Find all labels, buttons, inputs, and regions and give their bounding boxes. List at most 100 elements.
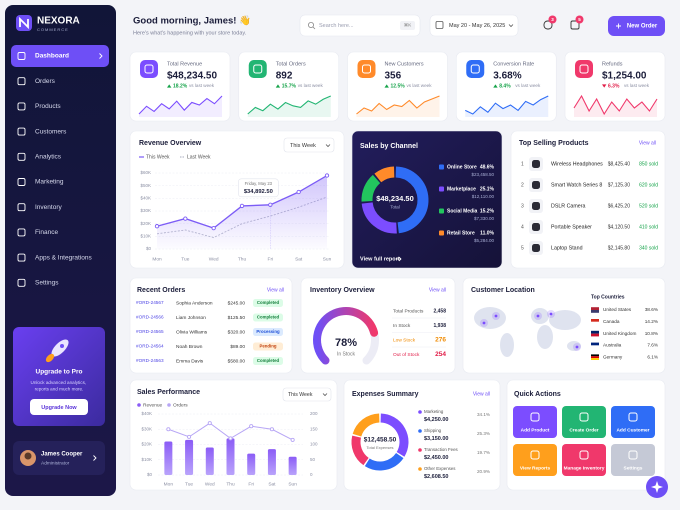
upgrade-button-label[interactable]: Upgrade Now <box>41 405 77 411</box>
performance-card <box>129 379 338 491</box>
order-id[interactable]: #ORD-24564 <box>136 344 164 349</box>
action-label[interactable]: Settings <box>624 465 643 471</box>
action-label[interactable]: Add Customer <box>616 427 649 433</box>
nav-item[interactable]: Orders <box>35 78 56 85</box>
notifications-count: 3 <box>551 17 554 22</box>
nav-item[interactable]: Finance <box>35 229 59 236</box>
flag-stripe <box>591 307 599 310</box>
upgrade-button[interactable] <box>30 399 88 415</box>
tooltip <box>238 178 279 198</box>
period-select[interactable] <box>282 387 332 402</box>
bar <box>247 453 256 475</box>
search-placeholder[interactable]: Search here... <box>319 23 354 29</box>
continent <box>474 307 506 329</box>
nav-active <box>11 45 109 67</box>
action-label[interactable]: View Reports <box>520 465 551 471</box>
sparkle <box>651 481 663 493</box>
shortcut-box <box>400 21 415 30</box>
order-id[interactable]: #ORD-24565 <box>136 329 164 334</box>
x-tick-label: Mon <box>152 256 162 262</box>
continent <box>537 325 553 349</box>
action-tile[interactable] <box>513 444 557 476</box>
action-tile[interactable] <box>513 406 557 438</box>
value-label: 25.1% <box>480 186 495 192</box>
nav-item[interactable]: Apps & Integrations <box>35 254 92 261</box>
y2-tick-label: 200 <box>310 411 318 416</box>
donut-total-label: Total Expenses <box>366 445 393 450</box>
action-tile[interactable] <box>562 444 606 476</box>
order-id[interactable]: #ORD-24567 <box>136 300 164 305</box>
link[interactable]: View all <box>429 287 446 293</box>
nav-item[interactable]: Products <box>35 103 61 110</box>
value-label: 15.2% <box>480 208 495 214</box>
x-tick-label: Tue <box>181 256 189 262</box>
legend-label: Marketing <box>424 409 444 414</box>
messages-icon[interactable] <box>570 20 580 30</box>
nav-item[interactable]: Analytics <box>35 154 62 161</box>
period-select[interactable] <box>283 137 335 153</box>
order-amount: $580.00 <box>228 358 246 364</box>
y-tick-label: $10K <box>141 457 152 462</box>
order-amount: $89.00 <box>230 344 245 350</box>
product-sold: 620 sold <box>639 182 658 188</box>
action-label[interactable]: Create Order <box>569 427 598 433</box>
action-icon <box>530 412 540 422</box>
order-id[interactable]: #ORD-24563 <box>136 358 164 363</box>
nav-item[interactable]: Customers <box>35 128 67 135</box>
kpi-change: 6.3% <box>608 83 620 89</box>
x-tick-label: Sat <box>295 256 303 262</box>
search-box[interactable] <box>299 14 421 37</box>
order-id[interactable]: #ORD-24566 <box>136 315 164 320</box>
stat-value: 276 <box>435 337 446 344</box>
link[interactable]: View all <box>267 287 284 293</box>
country-share: 10.8% <box>645 331 658 336</box>
card-title: Recent Orders <box>137 287 185 294</box>
legend-label: Revenue <box>143 402 163 408</box>
link[interactable]: View all <box>639 140 656 146</box>
y-tick-label: $20K <box>140 221 151 226</box>
amount: $2,450.00 <box>424 455 448 461</box>
point <box>249 424 254 429</box>
legend-label: Transaction Fees <box>424 447 459 452</box>
action-tile[interactable] <box>562 406 606 438</box>
products-card <box>510 130 666 269</box>
point <box>187 434 192 439</box>
user-name: James Cooper <box>41 452 83 458</box>
action-tile[interactable] <box>611 444 655 476</box>
link[interactable]: View full report <box>360 256 400 262</box>
action-tile[interactable] <box>611 406 655 438</box>
card-title: Quick Actions <box>514 391 561 398</box>
kpi-value: 356 <box>385 71 402 82</box>
kpi-compare: vs last week <box>407 83 433 88</box>
user-card[interactable] <box>13 441 105 475</box>
x-tick-label: Sun <box>323 256 332 262</box>
nav-item[interactable]: Dashboard <box>35 53 69 60</box>
donut-total: $12,458.50 <box>364 437 397 444</box>
legend-dot <box>439 208 444 214</box>
rank: 4 <box>521 224 524 230</box>
link[interactable]: View all <box>473 391 490 397</box>
trend-arrow <box>493 84 498 88</box>
kpi-compare: vs last week <box>298 83 324 88</box>
hotspot <box>482 321 486 325</box>
country-name: United States <box>603 307 632 312</box>
nav-item[interactable]: Inventory <box>35 204 62 211</box>
card-title: Top Selling Products <box>519 140 589 147</box>
date-range[interactable]: May 20 - May 26, 2025 <box>449 23 505 29</box>
new-order-button[interactable] <box>608 16 665 36</box>
order-customer: Emma Davis <box>176 358 204 364</box>
donut-segment <box>364 452 404 471</box>
point <box>211 225 216 231</box>
period-label[interactable]: This Week <box>290 143 316 149</box>
new-order-label[interactable]: New Order <box>627 24 658 30</box>
x-tick-label: Wed <box>209 256 219 262</box>
nav-item[interactable]: Marketing <box>35 179 64 186</box>
date-box[interactable] <box>429 14 519 37</box>
kpi-value: $48,234.50 <box>167 71 217 82</box>
period-label[interactable]: This Week <box>288 392 313 398</box>
action-label[interactable]: Add Product <box>521 427 550 433</box>
y-tick-label: $50K <box>140 183 151 188</box>
action-label[interactable]: Manage Inventory <box>564 465 605 471</box>
notifications-icon[interactable] <box>543 20 553 30</box>
nav-item[interactable]: Settings <box>35 280 59 287</box>
